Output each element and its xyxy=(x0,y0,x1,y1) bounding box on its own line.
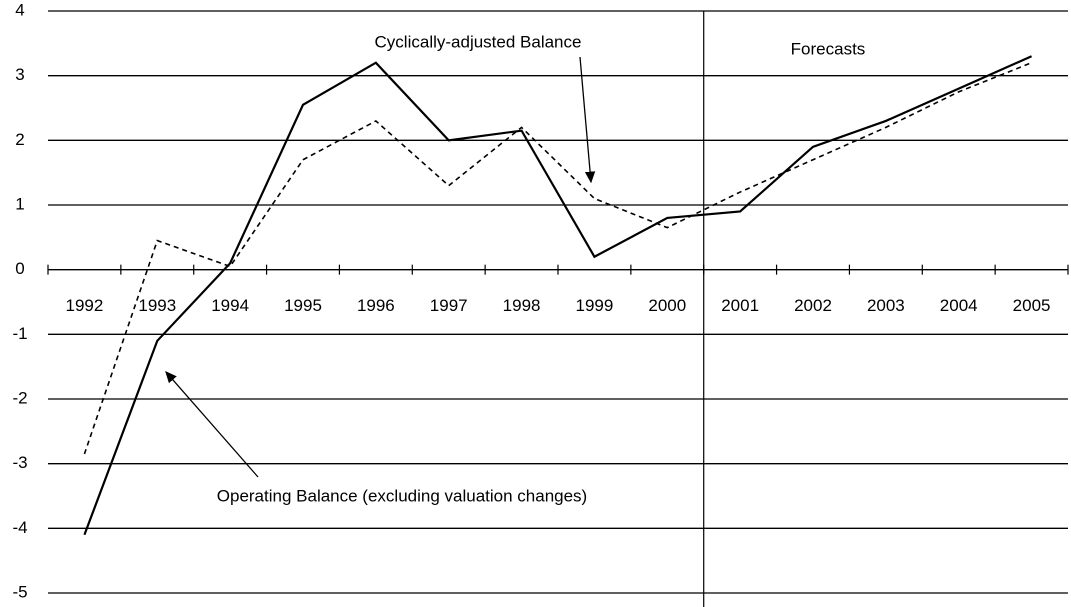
x-tick-label: 1996 xyxy=(357,296,395,315)
x-tick-label: 1998 xyxy=(503,296,541,315)
y-tick-label: -1 xyxy=(12,324,27,343)
y-tick-label: 3 xyxy=(15,65,24,84)
x-tick-label: 2001 xyxy=(721,296,759,315)
forecast-label: Forecasts xyxy=(791,39,866,58)
x-tick-label: 1993 xyxy=(138,296,176,315)
series-label: Cyclically-adjusted Balance xyxy=(375,32,582,51)
y-tick-label: -5 xyxy=(12,582,27,601)
x-tick-label: 2004 xyxy=(940,296,978,315)
data-line xyxy=(83,55,1033,536)
x-tick-label: 1992 xyxy=(66,296,104,315)
y-tick-label: 1 xyxy=(15,194,24,213)
y-tick-label: 0 xyxy=(15,259,24,278)
x-tick-label: 1994 xyxy=(211,296,249,315)
x-tick-label: 1999 xyxy=(576,296,614,315)
x-tick-label: 2000 xyxy=(648,296,686,315)
annotation-arrow xyxy=(579,56,596,184)
annotation-arrow xyxy=(165,371,259,478)
y-tick-label: -4 xyxy=(12,518,27,537)
data-line xyxy=(83,61,1032,455)
y-tick-label: -3 xyxy=(12,453,27,472)
series-label: Operating Balance (excluding valuation c… xyxy=(217,486,587,505)
x-tick-label: 1995 xyxy=(284,296,322,315)
y-tick-label: -2 xyxy=(12,388,27,407)
y-tick-label: 4 xyxy=(15,0,24,19)
x-tick-label: 1997 xyxy=(430,296,468,315)
x-tick-label: 2003 xyxy=(867,296,905,315)
x-tick-label: 2002 xyxy=(794,296,832,315)
x-tick-label: 2005 xyxy=(1013,296,1051,315)
y-tick-label: 2 xyxy=(15,130,24,149)
